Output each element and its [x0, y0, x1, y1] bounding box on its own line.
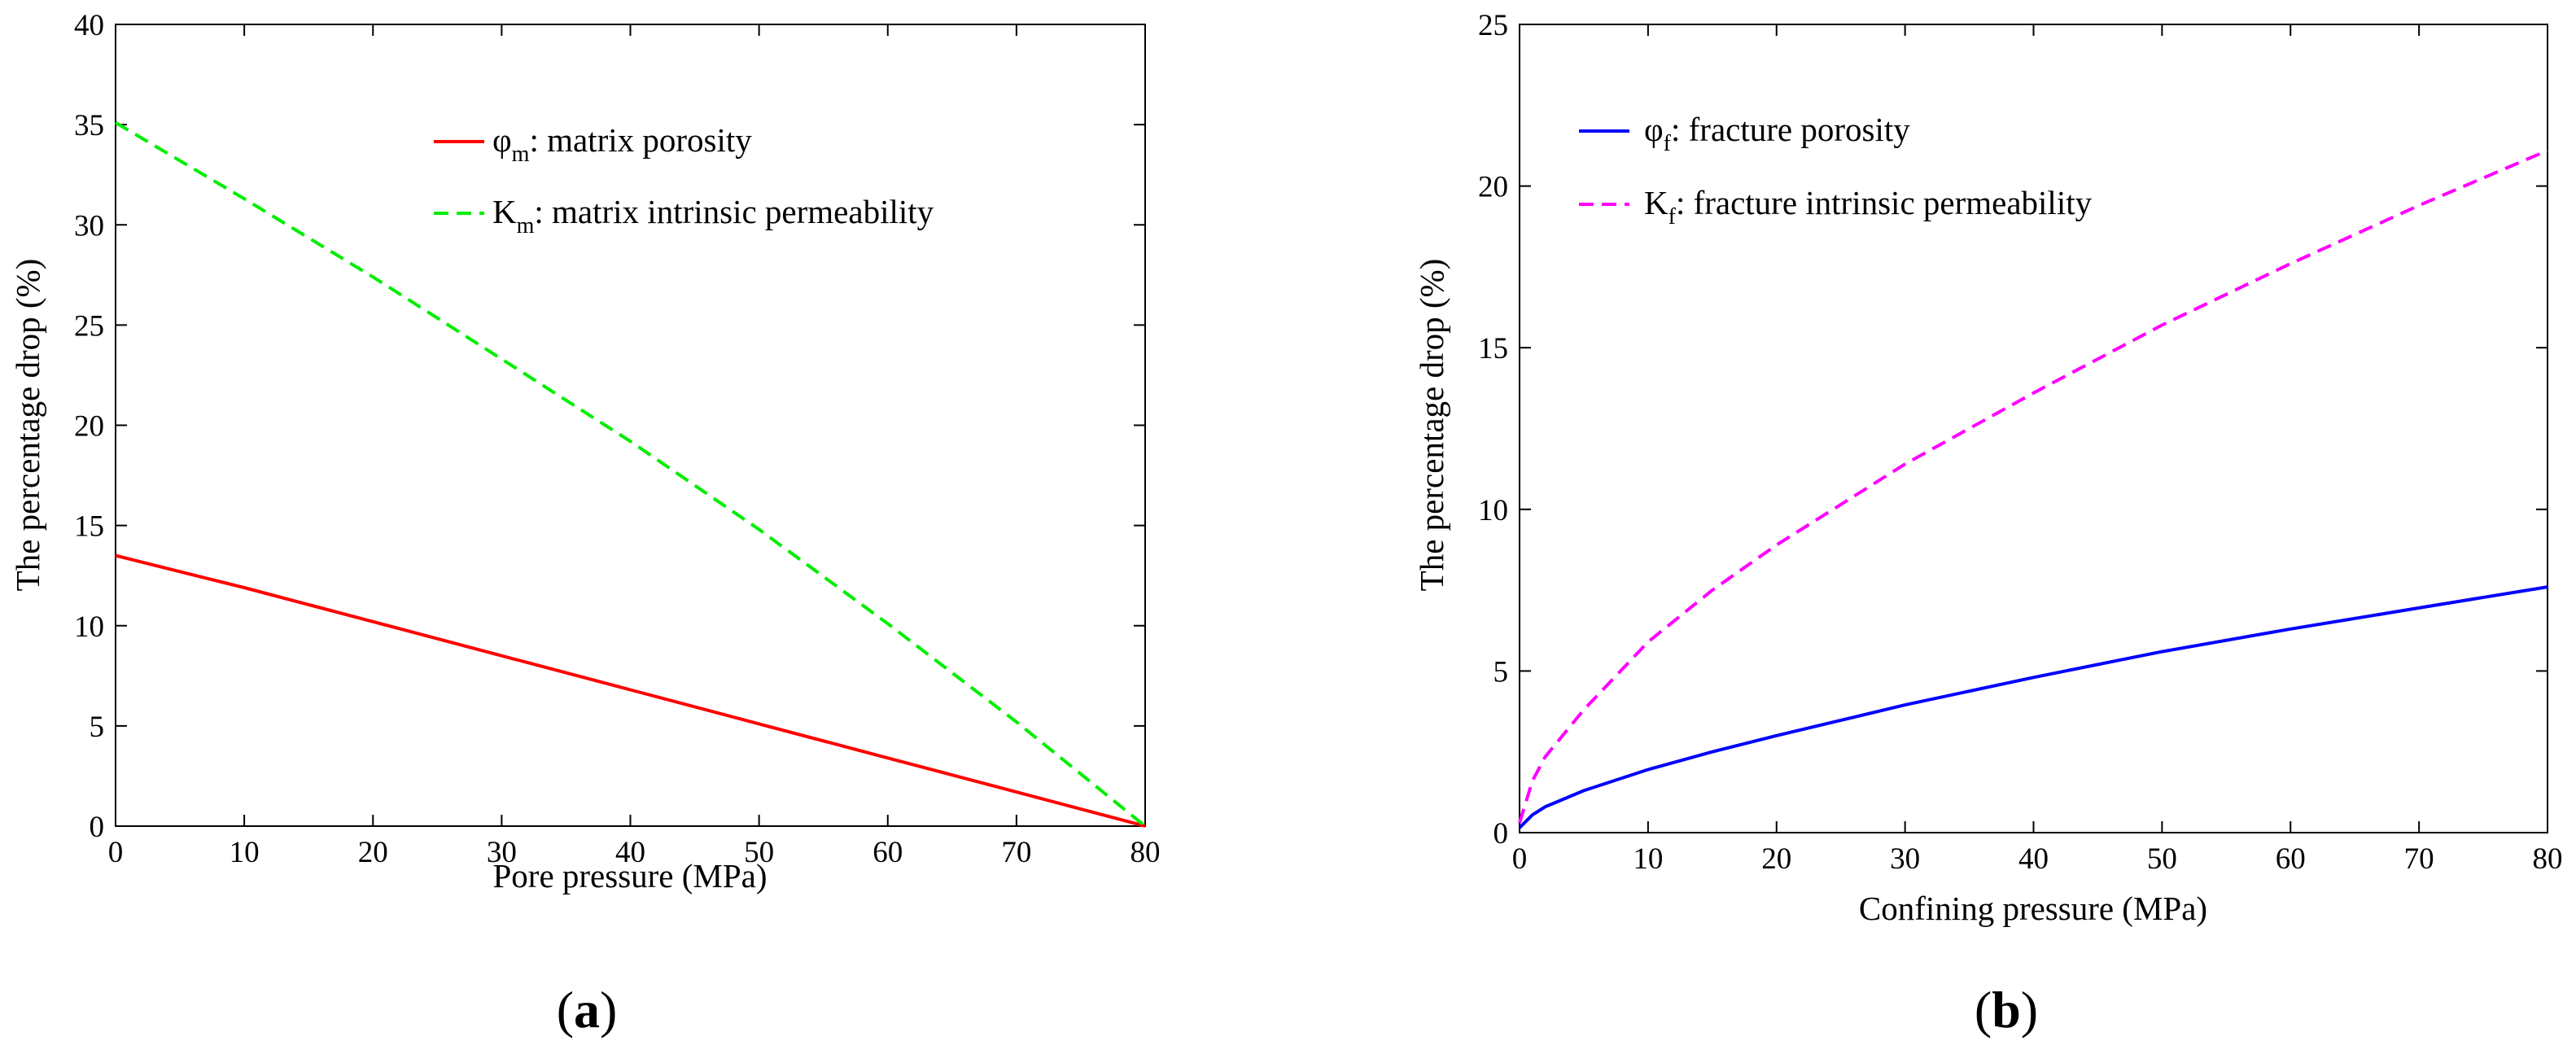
- chart-a-y-tick-label: 40: [74, 9, 104, 42]
- chart-b-legend-label-k-f: Kf: fracture intrinsic permeability: [1644, 184, 2093, 230]
- chart-a-y-tick-label: 30: [74, 209, 104, 243]
- chart-a-legend-desc-phi-m: : matrix porosity: [529, 121, 752, 159]
- chart-a-x-tick-label: 30: [487, 836, 517, 869]
- chart-a-series: [114, 120, 1147, 828]
- chart-a-x-tick-label: 50: [744, 836, 774, 869]
- chart-a-series-phi-m: [115, 553, 1146, 828]
- chart-b-legend-label-phi-f: φf: fracture porosity: [1644, 111, 1910, 156]
- chart-b-legend-symbol-phi-f: φ: [1644, 111, 1664, 148]
- chart-a-legend-sub-phi-m: m: [512, 142, 530, 167]
- chart-a-x-tick-label: 70: [1001, 836, 1031, 869]
- chart-b-x-tick-label: 80: [2533, 842, 2563, 876]
- chart-b-x-tick-label: 20: [1761, 842, 1791, 876]
- chart-b-y-axis-label: The percentage drop (%): [1413, 259, 1450, 592]
- chart-a-legend-symbol-k-m: K: [492, 193, 517, 230]
- chart-a-x-tick-label: 0: [108, 836, 124, 869]
- chart-a-x-tick-label: 40: [615, 836, 645, 869]
- chart-a-y-tick-label: 10: [74, 610, 104, 644]
- chart-b-x-ticks: 0 10 20 30 40 50 60 70 80: [1512, 24, 2563, 876]
- chart-b-y-tick-label: 20: [1478, 171, 1508, 204]
- chart-a-legend-desc-k-m: : matrix intrinsic permeability: [534, 193, 934, 230]
- chart-a-x-tick-label: 10: [230, 836, 260, 869]
- chart-a-y-tick-label: 15: [74, 510, 104, 544]
- chart-b-legend-sub-k-f: f: [1668, 204, 1677, 230]
- chart-a-x-ticks: 0 10 20 30 40 50 60 70 80: [108, 24, 1161, 869]
- chart-a-series-k-m: [114, 120, 1147, 828]
- chart-a-x-axis-label: Pore pressure (MPa): [492, 857, 767, 894]
- chart-b-y-tick-label: 0: [1494, 817, 1509, 851]
- chart-b-legend-desc-phi-f: : fracture porosity: [1671, 111, 1910, 148]
- chart-b-legend: φf: fracture porosity Kf: fracture intri…: [1579, 111, 2093, 230]
- chart-a-legend-sub-k-m: m: [517, 213, 535, 238]
- chart-b-y-ticks: 0 5 10 15 20 25: [1478, 9, 2548, 851]
- chart-b-y-tick-label: 5: [1494, 655, 1509, 689]
- chart-a-legend: φm: matrix porosity Km: matrix intrinsic…: [434, 121, 934, 238]
- chart-b-x-tick-label: 30: [1890, 842, 1920, 876]
- chart-a-y-tick-label: 5: [90, 711, 105, 744]
- chart-a-legend-label-phi-m: φm: matrix porosity: [492, 121, 752, 167]
- chart-b-y-tick-label: 10: [1478, 494, 1508, 527]
- chart-b-legend-symbol-k-f: K: [1644, 184, 1668, 221]
- chart-a-y-tick-label: 35: [74, 109, 104, 142]
- chart-a: 0 10 20 30 40 50 60 70 80 0 5 10 15 20 25 30 35 40 Pore …: [9, 9, 1161, 1039]
- chart-a-plot-frame: [115, 24, 1146, 827]
- chart-b-series-phi-f: [1518, 585, 2548, 829]
- chart-b-legend-desc-k-f: : fracture intrinsic permeability: [1676, 184, 2093, 221]
- chart-a-y-ticks: 0 5 10 15 20 25 30 35 40: [74, 9, 1145, 844]
- chart-b-legend-sub-phi-f: f: [1664, 131, 1672, 156]
- chart-b-series-k-f: [1518, 149, 2548, 824]
- chart-b-panel-label: (b): [1975, 981, 2038, 1039]
- chart-b-x-tick-label: 40: [2018, 842, 2049, 876]
- chart-b: 0 10 20 30 40 50 60 70 80 0 5 10 15 20 25 Confining p…: [1413, 9, 2563, 1039]
- chart-a-y-axis-label: The percentage drop (%): [9, 259, 46, 592]
- chart-b-x-tick-label: 60: [2276, 842, 2306, 876]
- chart-a-panel-label: (a): [557, 981, 618, 1039]
- chart-a-y-tick-label: 20: [74, 410, 104, 444]
- chart-a-x-tick-label: 60: [873, 836, 903, 869]
- chart-a-x-tick-label: 80: [1131, 836, 1161, 869]
- chart-b-y-tick-label: 25: [1478, 9, 1508, 42]
- chart-b-y-tick-label: 15: [1478, 332, 1508, 365]
- chart-b-x-tick-label: 10: [1633, 842, 1663, 876]
- chart-b-x-tick-label: 70: [2404, 842, 2434, 876]
- chart-b-x-tick-label: 50: [2147, 842, 2177, 876]
- chart-b-x-tick-label: 0: [1512, 842, 1528, 876]
- chart-b-x-axis-label: Confining pressure (MPa): [1859, 890, 2207, 927]
- chart-a-y-tick-label: 0: [90, 811, 105, 844]
- chart-a-legend-label-k-m: Km: matrix intrinsic permeability: [492, 193, 934, 238]
- chart-a-y-tick-label: 25: [74, 309, 104, 343]
- chart-b-plot-frame: [1519, 24, 2548, 833]
- chart-b-series: [1518, 149, 2548, 829]
- chart-a-x-tick-label: 20: [358, 836, 388, 869]
- chart-a-legend-symbol-phi-m: φ: [492, 121, 512, 159]
